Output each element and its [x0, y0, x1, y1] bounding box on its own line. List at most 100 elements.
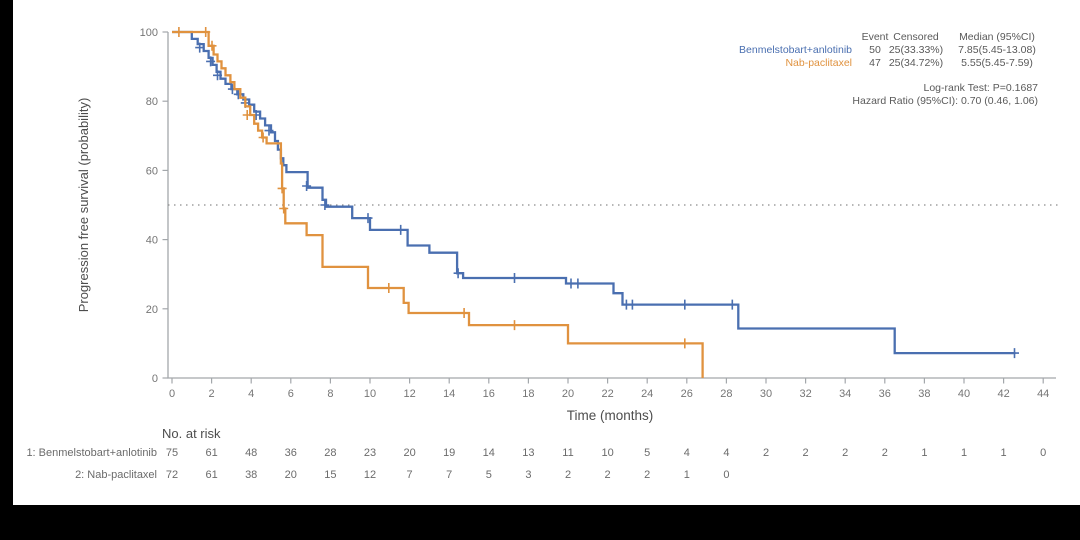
risk-count: 7: [407, 469, 413, 481]
censor-plus: [206, 56, 216, 67]
censor-marks: [174, 27, 690, 349]
risk-count: 2: [763, 447, 769, 459]
risk-count: 48: [245, 447, 257, 459]
legend-censored-value: 25(34.72%): [889, 57, 943, 69]
risk-count: 2: [605, 469, 611, 481]
risk-count: 4: [723, 447, 729, 459]
x-tick-label: 36: [879, 388, 891, 400]
risk-count: 72: [166, 469, 178, 481]
risk-count: 15: [324, 469, 336, 481]
y-tick-label: 100: [140, 27, 158, 39]
x-tick-label: 26: [681, 388, 693, 400]
censor-plus: [258, 132, 268, 143]
risk-count: 28: [324, 447, 336, 459]
risk-row-label: 2: Nab-paclitaxel: [75, 469, 157, 481]
x-tick-label: 40: [958, 388, 970, 400]
risk-count: 12: [364, 469, 376, 481]
risk-count: 0: [723, 469, 729, 481]
y-axis-title: Progression free survival (probability): [76, 98, 91, 313]
legend-footnote: Hazard Ratio (95%CI): 0.70 (0.46, 1.06): [852, 95, 1038, 107]
bottom-black-bar: [0, 505, 1080, 540]
y-tick-label: 80: [146, 96, 158, 108]
x-tick-label: 14: [443, 388, 455, 400]
legend-col-header: Event: [862, 31, 889, 43]
censor-plus: [680, 338, 690, 349]
censor-plus: [242, 110, 252, 120]
risk-count: 61: [205, 469, 217, 481]
censor-plus: [302, 181, 312, 191]
risk-table-title: No. at risk: [162, 426, 221, 441]
censor-plus: [627, 299, 637, 310]
censor-plus: [727, 299, 737, 310]
x-tick-label: 12: [403, 388, 415, 400]
censor-plus: [174, 27, 184, 37]
x-tick-label: 30: [760, 388, 772, 400]
axes: 0 2 4 6 8 10 12 14 16 18 20 22 24 26 28 30 32 34 36 38 40 42 4…: [140, 27, 1056, 400]
x-tick-label: 20: [562, 388, 574, 400]
risk-count: 2: [842, 447, 848, 459]
censor-plus: [1010, 348, 1019, 359]
x-tick-label: 32: [799, 388, 811, 400]
risk-count: 5: [644, 447, 650, 459]
risk-count: 20: [403, 447, 415, 459]
risk-count: 3: [525, 469, 531, 481]
risk-count: 2: [644, 469, 650, 481]
x-tick-label: 28: [720, 388, 732, 400]
risk-count: 0: [1040, 447, 1046, 459]
series-orange: [172, 27, 704, 378]
x-axis-title: Time (months): [567, 408, 654, 423]
x-tick-label: 38: [918, 388, 930, 400]
left-black-bar: [0, 0, 13, 505]
censor-plus: [320, 200, 330, 210]
legend-censored-value: 25(33.33%): [889, 44, 943, 56]
risk-count: 19: [443, 447, 455, 459]
censor-plus: [510, 320, 519, 331]
censor-plus: [453, 268, 463, 279]
legend-footnote: Log-rank Test: P=0.1687: [923, 82, 1038, 94]
censor-plus: [279, 203, 289, 214]
risk-row-label: 1: Benmelstobart+anlotinib: [26, 447, 157, 459]
x-tick-label: 4: [248, 388, 254, 400]
x-tick-label: 16: [483, 388, 495, 400]
series-blue: [172, 30, 1019, 359]
censor-plus: [384, 283, 394, 293]
y-tick-label: 40: [146, 235, 158, 247]
survival-curve: [172, 30, 704, 378]
x-tick-label: 18: [522, 388, 534, 400]
censor-plus: [459, 308, 469, 318]
x-tick-label: 44: [1037, 388, 1049, 400]
risk-count: 2: [882, 447, 888, 459]
risk-count: 5: [486, 469, 492, 481]
risk-count: 11: [562, 447, 573, 459]
censor-plus: [573, 278, 583, 289]
legend-col-header: Median (95%CI): [959, 31, 1035, 43]
risk-count: 10: [601, 447, 613, 459]
risk-count: 13: [522, 447, 534, 459]
risk-count: 7: [446, 469, 452, 481]
censor-plus: [201, 27, 211, 37]
legend-col-header: Censored: [893, 31, 939, 43]
censor-plus: [396, 224, 406, 235]
x-tick-label: 2: [209, 388, 215, 400]
x-tick-label: 24: [641, 388, 653, 400]
censor-marks: [195, 42, 1019, 359]
risk-count: 36: [285, 447, 297, 459]
legend-series-label: Nab-paclitaxel: [785, 57, 852, 69]
legend-event-value: 47: [869, 57, 881, 69]
risk-count: 75: [166, 447, 178, 459]
censor-plus: [363, 213, 373, 224]
x-tick-label: 22: [601, 388, 613, 400]
censor-plus: [680, 299, 690, 310]
censor-plus: [510, 273, 519, 283]
legend-series-label: Benmelstobart+anlotinib: [739, 44, 852, 56]
survival-curve: [172, 30, 1016, 355]
risk-count: 23: [364, 447, 376, 459]
legend-median-value: 5.55(5.45-7.59): [961, 57, 1033, 69]
risk-count: 1: [684, 469, 690, 481]
legend-stats: Event Censored Median (95%CI) Benmelstobart…: [739, 31, 1038, 107]
censor-plus: [207, 40, 217, 51]
censor-plus: [195, 42, 205, 53]
legend-event-value: 50: [869, 44, 881, 56]
